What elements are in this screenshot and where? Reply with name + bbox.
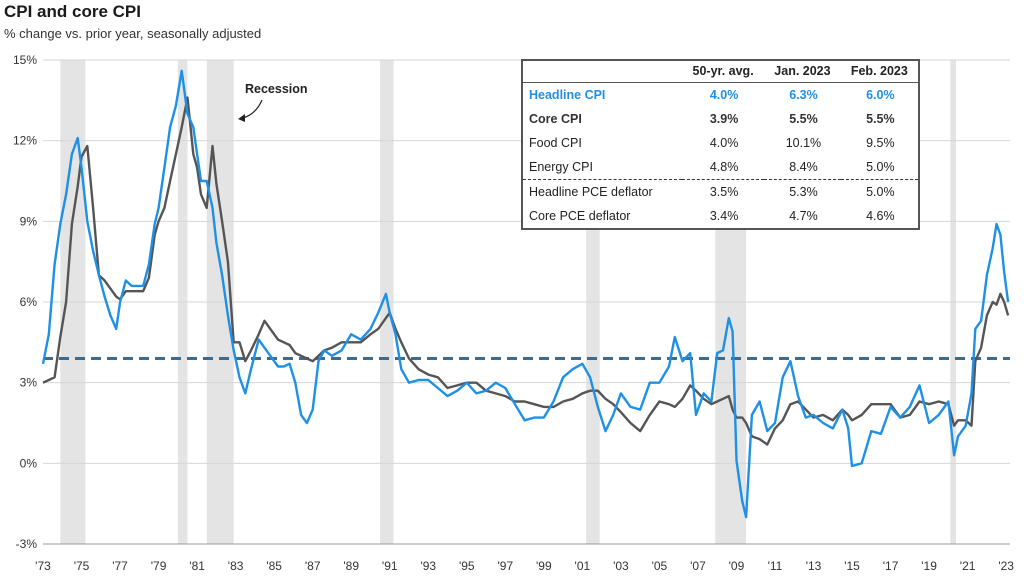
inflation-summary-table: 50-yr. avg. Jan. 2023 Feb. 2023 Headline… bbox=[521, 59, 920, 230]
cell-value: 8.4% bbox=[789, 159, 818, 174]
x-tick-label: '03 bbox=[613, 559, 629, 573]
y-tick-label: 6% bbox=[20, 295, 38, 309]
x-tick-label: '91 bbox=[382, 559, 398, 573]
x-tick-label: '95 bbox=[459, 559, 475, 573]
chart-subtitle: % change vs. prior year, seasonally adju… bbox=[4, 26, 262, 41]
y-tick-label: 15% bbox=[13, 53, 37, 67]
y-tick-label: 9% bbox=[20, 214, 38, 228]
cell-value: 6.3% bbox=[789, 87, 818, 102]
recession-arrow-icon bbox=[242, 99, 263, 119]
chart-title: CPI and core CPI bbox=[4, 2, 141, 21]
cell-value: 5.5% bbox=[789, 111, 818, 126]
x-tick-label: '17 bbox=[883, 559, 899, 573]
x-axis-labels: '73 '75 '77 '79 '81 '83 '85 '87 '89 '91 '93 '95 '97 '… bbox=[35, 559, 1014, 573]
x-tick-label: '89 bbox=[343, 559, 359, 573]
x-tick-label: '83 bbox=[228, 559, 244, 573]
table-row: Headline PCE deflator 3.5% 5.3% 5.0% bbox=[523, 179, 918, 204]
cell-value: 6.0% bbox=[866, 87, 895, 102]
cell-value: 5.5% bbox=[866, 111, 895, 126]
table-header-row: 50-yr. avg. Jan. 2023 Feb. 2023 bbox=[523, 61, 918, 83]
table-row: Food CPI 4.0% 10.1% 9.5% bbox=[523, 131, 918, 155]
y-tick-label: 0% bbox=[20, 456, 38, 470]
x-tick-label: '15 bbox=[844, 559, 860, 573]
x-tick-label: '19 bbox=[921, 559, 937, 573]
cell-value: 5.0% bbox=[866, 159, 895, 174]
row-label: Headline PCE deflator bbox=[523, 179, 682, 204]
recession-annotation: Recession bbox=[245, 82, 308, 96]
table-row: Core PCE deflator 3.4% 4.7% 4.6% bbox=[523, 204, 918, 228]
series-line-headline-cpi bbox=[41, 69, 1010, 519]
table-row: Energy CPI 4.8% 8.4% 5.0% bbox=[523, 155, 918, 180]
x-tick-label: '99 bbox=[536, 559, 552, 573]
x-tick-label: '05 bbox=[652, 559, 668, 573]
row-label: Headline CPI bbox=[529, 87, 606, 102]
table-header: Feb. 2023 bbox=[840, 61, 918, 83]
arrowhead-icon bbox=[238, 114, 245, 122]
x-tick-label: '93 bbox=[420, 559, 436, 573]
x-tick-label: '13 bbox=[806, 559, 822, 573]
x-tick-label: '79 bbox=[151, 559, 167, 573]
x-tick-label: '21 bbox=[960, 559, 976, 573]
cell-value: 3.9% bbox=[709, 111, 739, 126]
cell-value: 3.5% bbox=[681, 179, 765, 204]
cell-value: 9.5% bbox=[866, 135, 895, 150]
y-axis-labels: -3% 0% 3% 6% 9% 12% 15% bbox=[13, 53, 37, 551]
x-tick-label: '77 bbox=[112, 559, 128, 573]
cell-value: 4.7% bbox=[789, 208, 818, 223]
table-row: Core CPI 3.9% 5.5% 5.5% bbox=[523, 107, 918, 131]
x-tick-label: '01 bbox=[575, 559, 591, 573]
cell-value: 3.4% bbox=[709, 208, 739, 223]
x-tick-label: '75 bbox=[74, 559, 90, 573]
x-tick-label: '73 bbox=[35, 559, 51, 573]
cell-value: 4.6% bbox=[866, 208, 895, 223]
x-tick-label: '87 bbox=[305, 559, 321, 573]
x-tick-label: '85 bbox=[266, 559, 282, 573]
x-tick-label: '97 bbox=[497, 559, 513, 573]
x-tick-label: '07 bbox=[690, 559, 706, 573]
x-tick-label: '23 bbox=[998, 559, 1014, 573]
y-tick-label: 12% bbox=[13, 134, 37, 148]
y-tick-label: 3% bbox=[20, 376, 38, 390]
table-row: Headline CPI 4.0% 6.3% 6.0% bbox=[523, 83, 918, 108]
cell-value: 4.8% bbox=[709, 159, 739, 174]
y-tick-label: -3% bbox=[16, 537, 38, 551]
row-label: Core PCE deflator bbox=[529, 208, 631, 223]
x-tick-label: '11 bbox=[768, 559, 783, 573]
table-header bbox=[523, 61, 682, 83]
cell-value: 4.0% bbox=[709, 87, 739, 102]
x-tick-label: '09 bbox=[729, 559, 745, 573]
table-header: Jan. 2023 bbox=[764, 61, 841, 83]
x-tick-label: '81 bbox=[189, 559, 205, 573]
cell-value: 5.3% bbox=[764, 179, 841, 204]
row-label: Energy CPI bbox=[529, 159, 593, 174]
table-header: 50-yr. avg. bbox=[681, 61, 765, 83]
cell-value: 5.0% bbox=[840, 179, 918, 204]
row-label: Food CPI bbox=[529, 135, 582, 150]
cell-value: 4.0% bbox=[709, 135, 739, 150]
cell-value: 10.1% bbox=[785, 135, 822, 150]
row-label: Core CPI bbox=[529, 111, 582, 126]
